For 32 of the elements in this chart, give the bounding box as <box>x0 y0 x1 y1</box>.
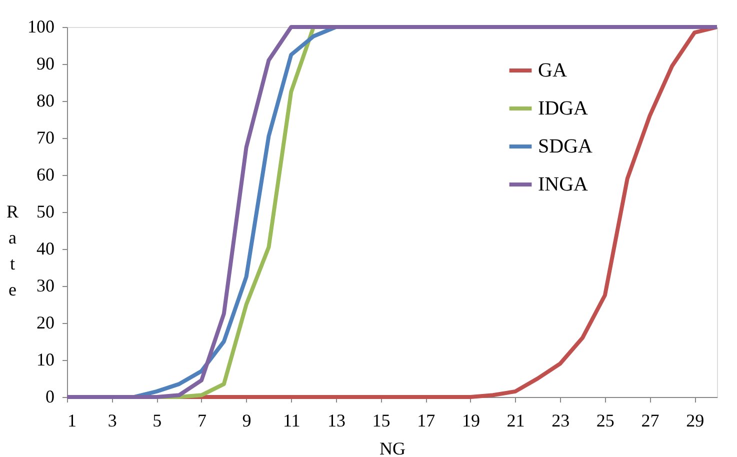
x-tick-label: 13 <box>327 410 346 430</box>
x-tick-label: 17 <box>417 410 436 430</box>
x-tick-label: 7 <box>197 410 206 430</box>
x-tick-label: 19 <box>462 410 480 430</box>
legend-label: INGA <box>538 174 589 196</box>
y-tick-label: 80 <box>36 90 54 110</box>
x-tick-label: 3 <box>108 410 117 430</box>
legend-label: IDGA <box>538 98 589 120</box>
x-tick-label: 1 <box>68 410 76 430</box>
y-tick-label: 40 <box>36 238 54 258</box>
x-tick-label: 25 <box>596 410 614 430</box>
y-tick-label: 90 <box>36 54 54 74</box>
x-tick-label: 5 <box>152 410 162 430</box>
y-tick-label: 20 <box>36 312 54 332</box>
x-tick-label: 23 <box>552 410 570 430</box>
y-tick-label: 60 <box>36 164 54 184</box>
y-axis-title: Rate <box>6 202 19 300</box>
y-tick-label: 10 <box>36 350 54 370</box>
y-tick-label: 50 <box>36 202 54 222</box>
x-tick-label: 29 <box>686 410 704 430</box>
y-tick-label: 30 <box>36 276 54 296</box>
y-tick-label: 0 <box>46 386 54 406</box>
legend-label: SDGA <box>538 136 594 158</box>
y-tick-label: 100 <box>28 16 54 36</box>
x-axis-title: NG <box>380 438 406 457</box>
legend-label: GA <box>538 60 568 82</box>
x-tick-label: 21 <box>506 410 525 430</box>
x-tick-label: 27 <box>641 410 660 430</box>
x-tick-label: 9 <box>242 410 252 430</box>
x-tick-label: 11 <box>282 410 300 430</box>
x-tick-label: 15 <box>372 410 390 430</box>
y-tick-label: 70 <box>36 128 54 148</box>
